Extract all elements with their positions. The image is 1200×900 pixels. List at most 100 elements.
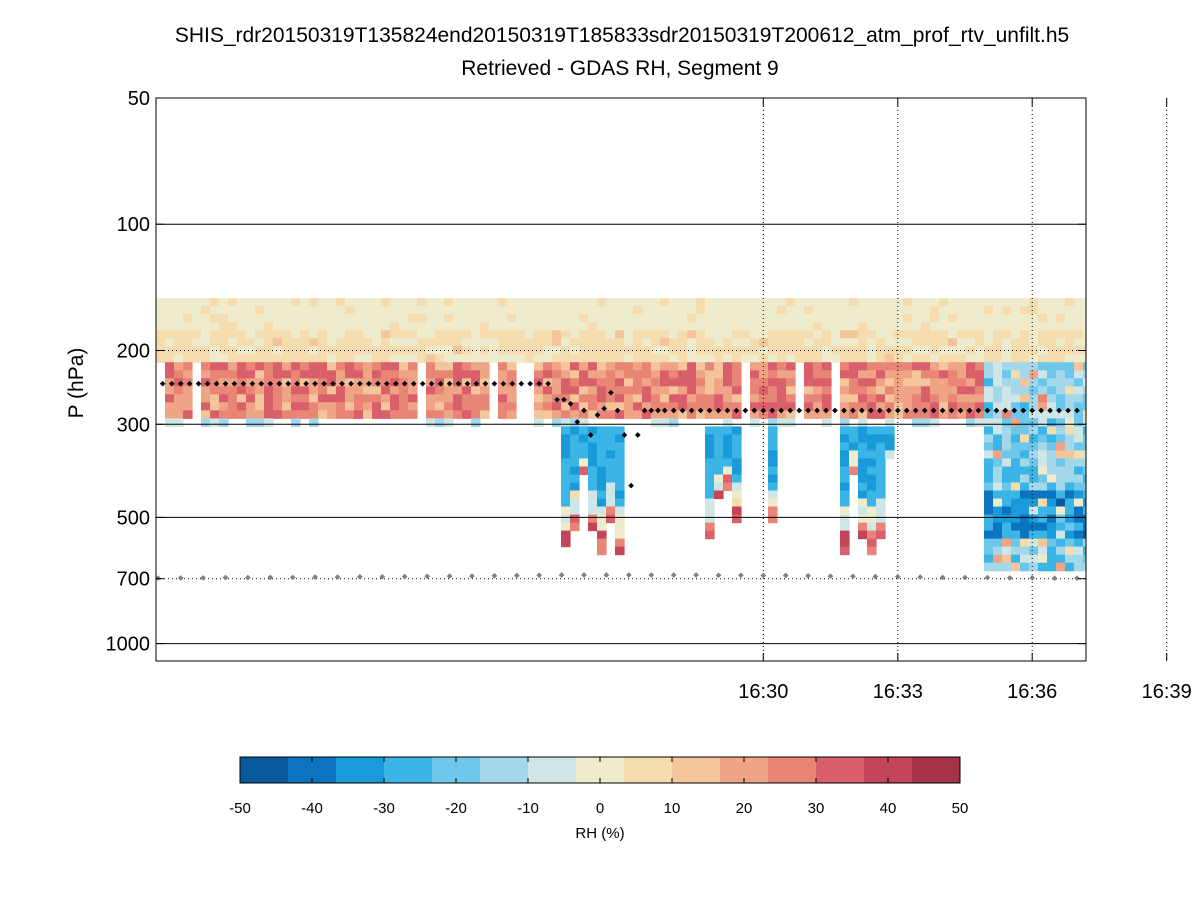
heatmap-cell: [219, 394, 229, 403]
heatmap-cell: [993, 306, 1003, 315]
cloud-top-marker: [410, 380, 417, 387]
heatmap-cell: [471, 346, 481, 355]
heatmap-cell: [903, 410, 913, 419]
heatmap-cell: [903, 394, 913, 403]
heatmap-cell: [660, 418, 670, 427]
heatmap-cell: [921, 362, 931, 371]
heatmap-cell: [633, 314, 643, 323]
heatmap-cell: [1002, 330, 1012, 339]
heatmap-cell: [561, 474, 571, 484]
heatmap-cell: [624, 298, 634, 307]
heatmap-cell: [615, 490, 625, 500]
heatmap-cell: [381, 410, 391, 419]
heatmap-cell: [462, 370, 472, 379]
heatmap-cell: [273, 354, 283, 363]
heatmap-cell: [1065, 402, 1075, 411]
heatmap-cell: [552, 386, 562, 395]
heatmap-cell: [444, 314, 454, 323]
heatmap-cell: [984, 514, 994, 524]
heatmap-cell: [1047, 530, 1057, 540]
heatmap-cell: [273, 410, 283, 419]
heatmap-cell: [291, 298, 301, 307]
heatmap-cell: [1074, 330, 1084, 339]
heatmap-cell: [714, 458, 724, 467]
heatmap-cell: [651, 394, 661, 403]
heatmap-cell: [561, 458, 571, 467]
heatmap-cell: [561, 386, 571, 395]
heatmap-cell: [840, 458, 850, 467]
heatmap-cell: [750, 386, 760, 395]
heatmap-cell: [1056, 330, 1066, 339]
heatmap-cell: [534, 314, 544, 323]
heatmap-cell: [840, 514, 850, 524]
cloud-top-marker: [419, 380, 426, 387]
heatmap-cell: [570, 450, 580, 459]
heatmap-cell: [363, 362, 373, 371]
cloud-top-marker: [787, 407, 794, 414]
heatmap-cell: [219, 346, 229, 355]
heatmap-cell: [867, 306, 877, 315]
heatmap-cell: [1020, 482, 1030, 492]
heatmap-cell: [984, 338, 994, 347]
heatmap-cell: [534, 322, 544, 331]
heatmap-cell: [1038, 538, 1048, 548]
heatmap-cell: [471, 402, 481, 411]
heatmap-cell: [201, 306, 211, 315]
heatmap-cell: [939, 410, 949, 419]
heatmap-cell: [426, 322, 436, 331]
heatmap-cell: [291, 402, 301, 411]
heatmap-cell: [822, 386, 832, 395]
cloud-top-marker: [939, 407, 946, 414]
colorbar-swatch: [528, 757, 577, 783]
heatmap-cell: [696, 322, 706, 331]
heatmap-cell: [1020, 330, 1030, 339]
heatmap-cell: [408, 354, 418, 363]
heatmap-cell: [336, 402, 346, 411]
heatmap-cell: [894, 322, 904, 331]
heatmap-cell: [894, 298, 904, 307]
surface-marker: [850, 573, 856, 580]
surface-marker: [648, 572, 655, 578]
heatmap-cell: [777, 338, 787, 347]
heatmap-cell: [1083, 418, 1086, 427]
heatmap-cell: [705, 482, 715, 492]
heatmap-cell: [777, 330, 787, 339]
heatmap-cell: [1038, 386, 1048, 395]
heatmap-cell: [1029, 298, 1039, 307]
heatmap-cell: [390, 298, 400, 307]
heatmap-cell: [957, 394, 967, 403]
heatmap-cell: [705, 458, 715, 467]
heatmap-cell: [633, 378, 643, 387]
heatmap-cell: [804, 378, 814, 387]
heatmap-cell: [768, 354, 778, 363]
heatmap-cell: [786, 362, 796, 371]
heatmap-cell: [714, 402, 724, 411]
heatmap-cell: [327, 346, 337, 355]
surface-marker: [603, 572, 610, 578]
heatmap-cell: [885, 402, 895, 411]
heatmap-cell: [606, 514, 616, 524]
heatmap-cell: [840, 394, 850, 403]
heatmap-cell: [156, 330, 166, 339]
heatmap-cell: [705, 402, 715, 411]
heatmap-cell: [867, 410, 877, 419]
heatmap-cell: [462, 330, 472, 339]
heatmap-cell: [624, 410, 634, 419]
heatmap-cell: [1011, 554, 1021, 564]
heatmap-cell: [1074, 362, 1084, 371]
heatmap-cell: [246, 314, 256, 323]
heatmap-cell: [876, 474, 886, 484]
heatmap-cell: [390, 314, 400, 323]
heatmap-cell: [174, 306, 184, 315]
heatmap-cell: [246, 298, 256, 307]
cloud-top-marker: [661, 407, 668, 414]
heatmap-cell: [597, 450, 607, 459]
heatmap-cell: [1056, 530, 1066, 540]
heatmap-cell: [876, 458, 886, 467]
heatmap-cell: [705, 522, 715, 532]
heatmap-cell: [219, 338, 229, 347]
heatmap-cell: [876, 306, 886, 315]
heatmap-cell: [930, 330, 940, 339]
heatmap-cell: [723, 378, 733, 387]
heatmap-cell: [579, 362, 589, 371]
